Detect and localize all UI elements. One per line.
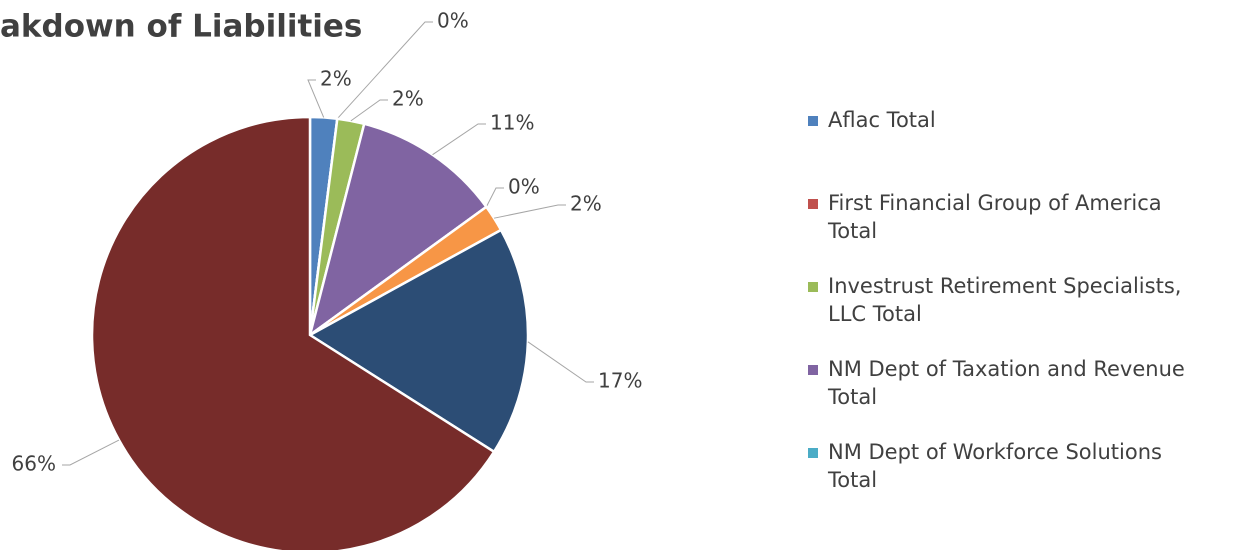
legend-label: First Financial Group of America Total <box>828 191 1162 243</box>
legend-swatch <box>808 365 818 375</box>
legend-item: NM Dept of Workforce Solutions Total <box>808 438 1208 521</box>
data-label: 0% <box>508 175 540 199</box>
pie-slice <box>307 122 489 339</box>
chart: akdown of Liabilities 2% 0% 2% 11% 0% 2% 17% 66… <box>0 9 642 550</box>
leader-line <box>493 204 566 219</box>
legend-item: Investrust Retirement Specialists, LLC T… <box>808 272 1208 355</box>
data-label: 2% <box>320 67 352 91</box>
legend-label: Aflac Total <box>828 108 936 132</box>
data-label: 17% <box>598 369 642 393</box>
legend-label: Investrust Retirement Specialists, LLC T… <box>828 274 1182 326</box>
leader-line <box>485 187 504 208</box>
data-label: 2% <box>570 192 602 216</box>
leader-line <box>527 341 594 383</box>
leader-line <box>307 79 325 118</box>
legend-item: Aflac Total <box>808 106 1208 189</box>
leader-line <box>336 21 433 120</box>
legend-label: NM Dept of Taxation and Revenue Total <box>828 357 1185 409</box>
pie-slice <box>307 228 530 454</box>
legend-item: First Financial Group of America Total <box>808 189 1208 272</box>
legend-swatch <box>808 282 818 292</box>
leader-line <box>432 123 486 156</box>
legend-swatch <box>808 116 818 126</box>
legend-item: NM Dept of Taxation and Revenue Total <box>808 355 1208 438</box>
legend-swatch <box>808 448 818 458</box>
legend-label: NM Dept of Workforce Solutions Total <box>828 440 1162 492</box>
data-label: 0% <box>437 9 469 33</box>
data-label: 11% <box>490 111 534 135</box>
data-label: 66% <box>12 452 56 476</box>
data-label: 2% <box>392 87 424 111</box>
chart-title: akdown of Liabilities <box>0 9 362 45</box>
leader-line <box>350 99 388 122</box>
legend-swatch <box>808 199 818 209</box>
legend: Aflac Total First Financial Group of Amer… <box>808 106 1208 521</box>
leader-line <box>62 439 120 466</box>
